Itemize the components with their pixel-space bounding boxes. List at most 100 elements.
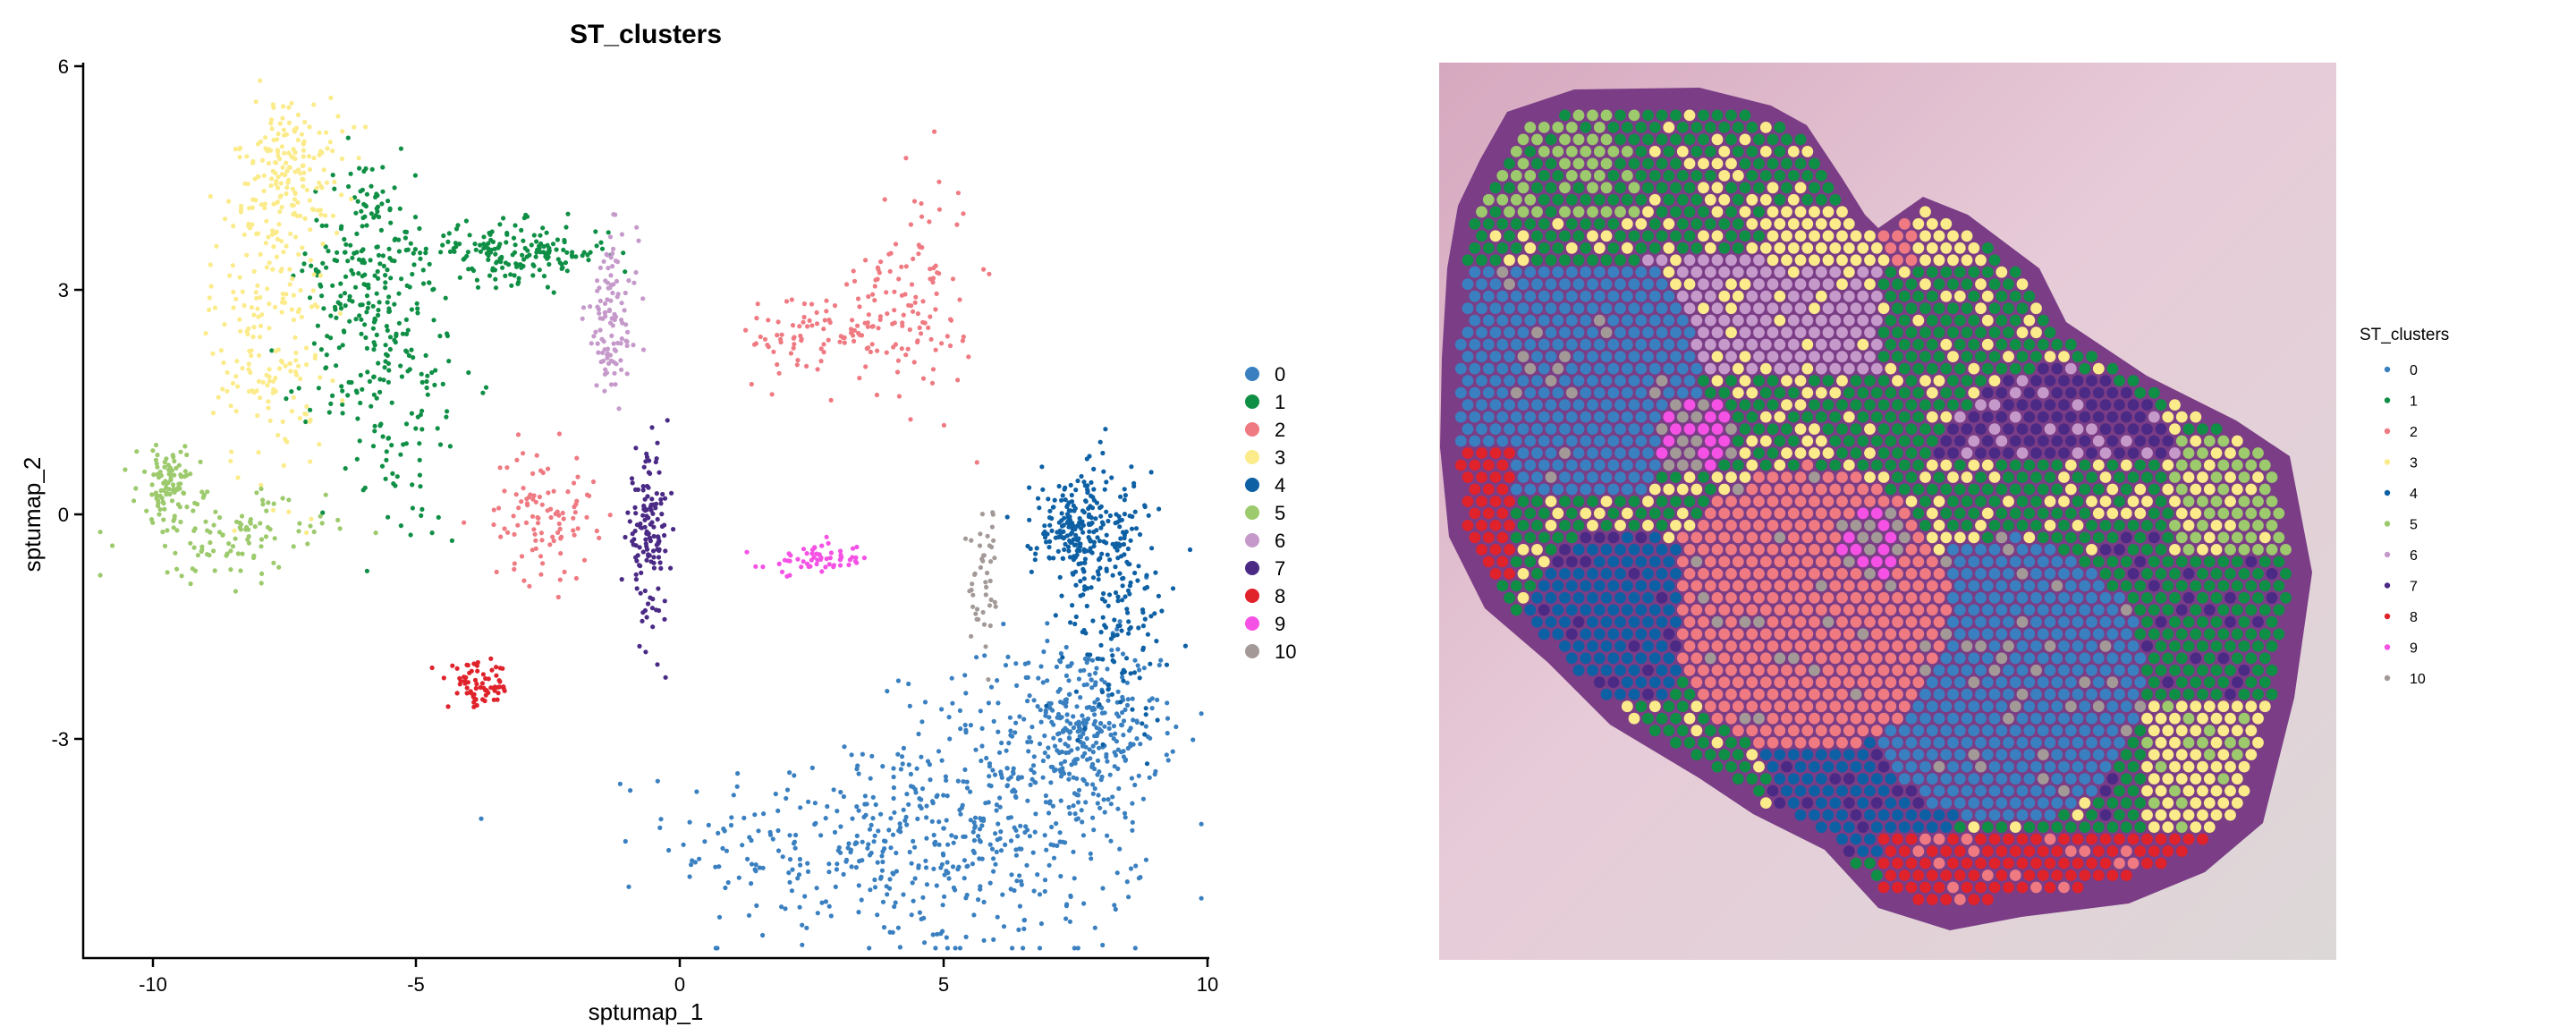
spot-cluster-1 bbox=[1670, 206, 1682, 217]
umap-point-cluster-0 bbox=[1021, 717, 1026, 721]
umap-point-cluster-0 bbox=[1066, 751, 1071, 755]
umap-point-cluster-4 bbox=[1132, 571, 1137, 575]
umap-point-cluster-1 bbox=[513, 250, 517, 255]
spot-cluster-2 bbox=[1690, 532, 1702, 544]
spot-cluster-0 bbox=[1607, 484, 1619, 496]
spot-cluster-2 bbox=[1718, 581, 1730, 592]
spot-cluster-1 bbox=[1642, 158, 1654, 170]
spot-cluster-1 bbox=[2280, 592, 2292, 604]
umap-point-cluster-2 bbox=[516, 505, 521, 510]
umap-point-cluster-7 bbox=[658, 566, 663, 571]
spot-cluster-3 bbox=[1684, 520, 1696, 531]
umap-point-cluster-1 bbox=[580, 253, 585, 258]
spot-cluster-1 bbox=[1885, 339, 1896, 351]
spot-cluster-4 bbox=[1629, 544, 1640, 556]
umap-point-cluster-0 bbox=[1073, 811, 1078, 816]
spot-cluster-1 bbox=[1511, 508, 1522, 520]
umap-point-cluster-1 bbox=[530, 273, 535, 277]
spot-cluster-4 bbox=[1614, 568, 1626, 580]
umap-point-cluster-2 bbox=[531, 527, 536, 531]
umap-point-cluster-5 bbox=[155, 465, 159, 470]
umap-point-cluster-0 bbox=[871, 795, 876, 800]
umap-point-cluster-9 bbox=[829, 550, 834, 555]
spot-cluster-1 bbox=[1690, 194, 1702, 206]
spot-cluster-3 bbox=[1912, 242, 1924, 254]
umap-point-cluster-0 bbox=[980, 726, 985, 731]
spot-cluster-8 bbox=[1476, 496, 1487, 507]
umap-point-cluster-6 bbox=[598, 327, 603, 332]
umap-point-cluster-3 bbox=[250, 335, 255, 339]
umap-point-cluster-1 bbox=[371, 347, 376, 352]
umap-point-cluster-6 bbox=[599, 337, 604, 342]
umap-point-cluster-2 bbox=[909, 222, 913, 226]
spot-cluster-3 bbox=[2190, 484, 2201, 496]
spot-cluster-7 bbox=[2183, 568, 2195, 580]
spot-cluster-1 bbox=[1989, 496, 2001, 507]
spot-cluster-5 bbox=[2239, 471, 2250, 483]
spot-cluster-0 bbox=[1954, 556, 1966, 568]
umap-point-cluster-7 bbox=[634, 573, 639, 577]
spot-cluster-1 bbox=[1809, 375, 1820, 386]
umap-point-cluster-8 bbox=[455, 691, 460, 695]
spot-cluster-7 bbox=[1940, 436, 1952, 447]
umap-point-cluster-0 bbox=[887, 877, 892, 881]
umap-point-cluster-9 bbox=[853, 556, 858, 560]
umap-point-cluster-0 bbox=[997, 795, 1002, 800]
umap-point-cluster-6 bbox=[620, 336, 624, 341]
umap-point-cluster-2 bbox=[824, 309, 828, 313]
umap-point-cluster-0 bbox=[1141, 797, 1146, 802]
spot-cluster-6 bbox=[1774, 339, 1785, 351]
spot-cluster-0 bbox=[1531, 302, 1543, 314]
umap-point-cluster-0 bbox=[1009, 872, 1013, 877]
spot-cluster-0 bbox=[1954, 581, 1966, 592]
spot-cluster-6 bbox=[1690, 339, 1702, 351]
umap-point-cluster-3 bbox=[271, 508, 275, 513]
umap-point-cluster-0 bbox=[901, 761, 905, 766]
spot-cluster-5 bbox=[2217, 484, 2229, 496]
spot-cluster-7 bbox=[2245, 556, 2257, 568]
spot-cluster-3 bbox=[1490, 230, 1502, 242]
umap-point-cluster-1 bbox=[501, 216, 505, 220]
umap-point-cluster-0 bbox=[1008, 733, 1013, 737]
umap-point-cluster-0 bbox=[1058, 716, 1063, 720]
spot-cluster-6 bbox=[1795, 302, 1807, 314]
umap-point-cluster-1 bbox=[413, 247, 418, 251]
spot-cluster-3 bbox=[1982, 291, 1994, 302]
spot-cluster-3 bbox=[1851, 254, 1862, 266]
umap-point-cluster-4 bbox=[1121, 583, 1125, 588]
umap-point-cluster-1 bbox=[513, 273, 517, 277]
umap-point-cluster-3 bbox=[253, 198, 258, 202]
spot-cluster-1 bbox=[2106, 363, 2118, 375]
spot-cluster-0 bbox=[1552, 339, 1563, 351]
umap-point-cluster-5 bbox=[253, 524, 258, 529]
umap-point-cluster-0 bbox=[989, 784, 994, 788]
umap-point-cluster-4 bbox=[1053, 498, 1057, 503]
spot-cluster-4 bbox=[1635, 581, 1647, 592]
spot-cluster-0 bbox=[1635, 339, 1647, 351]
umap-point-cluster-0 bbox=[1050, 708, 1055, 713]
umap-point-cluster-3 bbox=[241, 290, 245, 294]
spot-cluster-1 bbox=[2017, 471, 2029, 483]
spot-cluster-3 bbox=[1725, 327, 1737, 338]
spot-cluster-10 bbox=[1892, 520, 1903, 531]
umap-point-cluster-0 bbox=[1006, 741, 1011, 745]
spot-cluster-1 bbox=[2252, 568, 2264, 580]
spot-cluster-1 bbox=[1996, 508, 2007, 520]
umap-point-cluster-0 bbox=[1029, 783, 1033, 787]
spot-cluster-1 bbox=[2134, 387, 2146, 399]
spot-cluster-0 bbox=[1657, 302, 1668, 314]
umap-point-cluster-5 bbox=[160, 496, 165, 500]
umap-point-cluster-2 bbox=[533, 539, 538, 543]
umap-point-cluster-9 bbox=[777, 562, 782, 566]
umap-point-cluster-1 bbox=[466, 250, 470, 254]
umap-point-cluster-0 bbox=[917, 863, 921, 868]
spot-cluster-0 bbox=[1614, 278, 1626, 290]
spot-cluster-5 bbox=[1587, 206, 1598, 217]
umap-point-cluster-3 bbox=[292, 395, 296, 400]
umap-point-cluster-3 bbox=[207, 308, 211, 312]
spot-cluster-3 bbox=[1781, 447, 1792, 459]
umap-point-cluster-2 bbox=[512, 532, 516, 537]
umap-point-cluster-4 bbox=[1040, 488, 1045, 492]
umap-point-cluster-0 bbox=[737, 876, 741, 880]
umap-point-cluster-5 bbox=[154, 443, 158, 447]
